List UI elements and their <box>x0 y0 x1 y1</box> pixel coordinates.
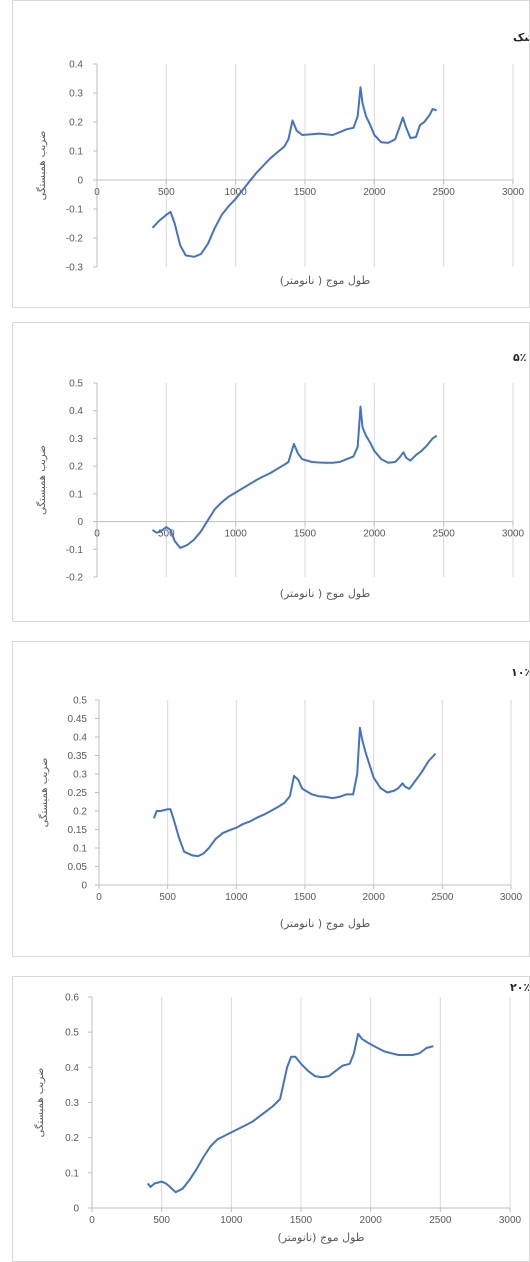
chart-panel-dry: -0.3 -0.2 -0.1 0 0.1 0.2 0.3 0.4 0 500 1000 1500 200… <box>12 0 530 308</box>
y-tick-label: -0.3 <box>66 263 84 274</box>
y-tick-label: 0.1 <box>73 844 87 855</box>
x-tick-label: 0 <box>94 187 100 198</box>
x-tick-label: 1500 <box>294 892 317 903</box>
x-tick-label: 2500 <box>431 892 454 903</box>
x-tick-label: 3000 <box>499 1215 522 1226</box>
x-tick-label: 2000 <box>360 1215 383 1226</box>
chart-svg-dry: -0.3 -0.2 -0.1 0 0.1 0.2 0.3 0.4 0 500 1000 1500 200… <box>36 30 529 287</box>
chart-title: رطوبت ٪۲۰ <box>510 981 529 994</box>
chart-svg-20-percent: 0 0.1 0.2 0.3 0.4 0.5 0.6 0 500 1000 1500 2000 2500 3… <box>34 981 529 1244</box>
x-tick-label: 1500 <box>290 1215 313 1226</box>
x-tick-label: 2500 <box>433 187 456 198</box>
x-tick-label: 1500 <box>294 187 317 198</box>
y-tick-label: 0.35 <box>68 751 88 762</box>
chart-title: رطوبت ٪۱۰ <box>511 666 529 679</box>
y-axis-label: ضریب همبستگی <box>36 445 48 515</box>
y-tick-label: 0.25 <box>68 788 88 799</box>
x-tick-label: 500 <box>158 529 175 540</box>
x-axis-label: طول موج ( نانومتر) <box>280 917 371 930</box>
y-tick-label: 0.6 <box>65 993 79 1004</box>
x-tick-label: 2000 <box>363 892 386 903</box>
x-tick-label: 1000 <box>225 187 248 198</box>
chart-panel-5-percent: -0.2 -0.1 0 0.1 0.2 0.3 0.4 0.5 0 500 1000 1500 2000… <box>12 322 530 622</box>
x-tick-label: 3000 <box>502 529 525 540</box>
y-tick-label: 0.05 <box>68 862 88 873</box>
x-axis-label: طول موج (نانومتر) <box>277 1231 364 1244</box>
y-tick-label: 0.45 <box>68 714 88 725</box>
series-line <box>151 86 438 258</box>
y-tick-label: 0.4 <box>73 733 87 744</box>
x-tick-label: 2000 <box>363 187 386 198</box>
y-tick-label: 0.5 <box>69 379 83 390</box>
y-tick-label: 0.15 <box>68 825 88 836</box>
y-axis-label: ضریب همبستگی <box>36 131 48 201</box>
chart-panel-10-percent: 0 0.05 0.1 0.15 0.2 0.25 0.3 0.35 0.4 0.45 0.5 0 500… <box>12 641 530 957</box>
y-tick-label: 0.1 <box>69 489 83 500</box>
y-tick-label: 0.2 <box>69 118 83 129</box>
x-tick-label: 2500 <box>433 529 456 540</box>
series-line <box>152 726 437 858</box>
y-tick-label: 0.4 <box>65 1063 79 1074</box>
y-tick-label: 0 <box>81 881 87 892</box>
x-axis-label: طول موج ( نانومتر) <box>280 274 371 287</box>
x-axis-label: طول موج ( نانومتر) <box>280 587 371 600</box>
y-tick-label: 0.1 <box>65 1168 79 1179</box>
x-tick-label: 0 <box>94 529 100 540</box>
series-line <box>146 1032 434 1194</box>
y-tick-label: 0.3 <box>73 770 87 781</box>
y-tick-label: 0.3 <box>69 434 83 445</box>
y-tick-label: -0.1 <box>66 205 84 216</box>
x-tick-label: 2000 <box>363 529 386 540</box>
y-axis-label: ضریب همبستگی <box>38 758 50 828</box>
y-tick-label: 0.2 <box>65 1133 79 1144</box>
y-tick-label: 0.4 <box>69 406 83 417</box>
x-tick-label: 3000 <box>500 892 523 903</box>
x-tick-label: 0 <box>96 892 102 903</box>
y-tick-label: 0.5 <box>73 696 87 707</box>
x-tick-label: 1000 <box>220 1215 243 1226</box>
x-tick-label: 3000 <box>502 187 525 198</box>
y-tick-label: 0.1 <box>69 147 83 158</box>
y-tick-label: 0.4 <box>69 60 83 71</box>
x-tick-label: 1500 <box>294 529 317 540</box>
x-tick-label: 500 <box>158 187 175 198</box>
y-tick-label: -0.1 <box>66 545 84 556</box>
x-tick-label: 500 <box>159 892 176 903</box>
chart-title: رطوبت آون خشک <box>513 30 529 44</box>
y-tick-label: 0.2 <box>73 807 87 818</box>
x-tick-label: 0 <box>89 1215 95 1226</box>
y-tick-label: 0.3 <box>65 1098 79 1109</box>
x-tick-label: 1000 <box>225 529 248 540</box>
x-tick-label: 2500 <box>429 1215 452 1226</box>
y-tick-label: 0.2 <box>69 462 83 473</box>
x-tick-label: 1000 <box>225 892 248 903</box>
y-tick-label: 0 <box>77 517 83 528</box>
chart-svg-5-percent: -0.2 -0.1 0 0.1 0.2 0.3 0.4 0.5 0 500 1000 1500 2000… <box>36 351 529 600</box>
x-tick-label: 500 <box>153 1215 170 1226</box>
y-tick-label: 0.3 <box>69 89 83 100</box>
y-axis-label: ضریب همبستگی <box>34 1068 46 1138</box>
y-tick-label: -0.2 <box>66 573 84 584</box>
chart-panel-20-percent: 0 0.1 0.2 0.3 0.4 0.5 0.6 0 500 1000 1500 2000 2500 3… <box>12 976 530 1262</box>
y-tick-label: 0.5 <box>65 1028 79 1039</box>
chart-title: رطوبت ٪۵ <box>513 351 529 364</box>
y-tick-label: -0.2 <box>66 234 84 245</box>
y-tick-label: 0 <box>77 176 83 187</box>
chart-svg-10-percent: 0 0.05 0.1 0.15 0.2 0.25 0.3 0.35 0.4 0.45 0.5 0 500… <box>38 666 529 930</box>
y-tick-label: 0 <box>73 1204 79 1215</box>
series-line <box>151 405 438 549</box>
